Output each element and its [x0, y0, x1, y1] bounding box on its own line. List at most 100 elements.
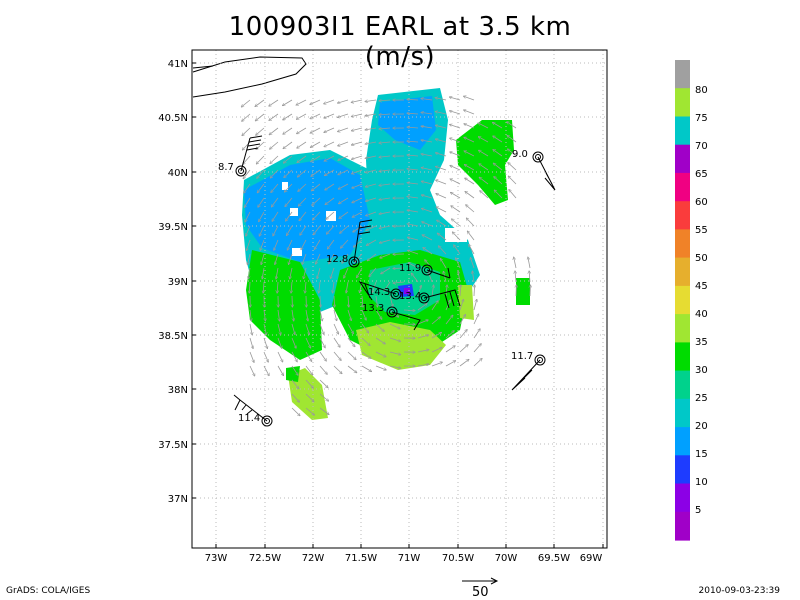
wind-vector	[375, 309, 382, 319]
wind-vector	[366, 239, 377, 245]
colorbar-label: 45	[695, 281, 708, 292]
wind-vector	[379, 184, 391, 186]
latitude-labels: 41N 40.5N 40N 39.5N 39N 38.5N 38N 37.5N …	[158, 59, 188, 505]
wind-vector	[249, 323, 252, 335]
lat-label: 40N	[168, 168, 188, 179]
colorbar-swatch	[675, 342, 690, 372]
colorbar-label: 35	[695, 337, 708, 348]
wind-vector	[365, 99, 377, 102]
wind-vector	[464, 110, 475, 115]
wind-vector	[333, 281, 335, 293]
wind-vector	[464, 165, 475, 171]
wind-vector	[319, 351, 326, 361]
wind-vector	[376, 295, 378, 307]
wind-vector	[347, 351, 356, 360]
colorbar-labels: 80 75 70 65 60 55 50 45 40 35 30 25 20 1…	[695, 85, 708, 516]
timestamp: 2010-09-03-23:39	[698, 586, 781, 596]
wind-vector	[464, 96, 475, 101]
wind-vector	[347, 323, 353, 334]
colorbar-swatch	[675, 229, 690, 259]
wind-vector	[514, 257, 517, 269]
wind-vector	[352, 211, 363, 217]
shade-lightgreen-south	[356, 322, 446, 370]
wind-vector	[319, 393, 329, 401]
wind-vector	[247, 239, 251, 250]
station-marker	[348, 256, 360, 268]
wind-vector	[407, 99, 419, 100]
wind-vector	[479, 150, 489, 157]
wind-vector	[473, 344, 481, 353]
wind-vector	[445, 331, 454, 339]
wind-vector	[454, 245, 461, 255]
wind-vector	[466, 205, 475, 213]
wind-vector	[407, 155, 419, 156]
wind-vector	[436, 194, 447, 199]
wind-vector	[445, 315, 453, 325]
wind-vector	[440, 259, 447, 269]
wind-vector	[407, 127, 419, 128]
wind-vector	[269, 127, 279, 135]
wind-vector	[320, 295, 321, 307]
station-marker	[418, 292, 430, 304]
wind-vector	[437, 220, 447, 227]
wind-vector	[310, 99, 321, 105]
wind-vector	[334, 295, 335, 307]
wind-vector	[365, 113, 377, 116]
wind-vector	[407, 237, 419, 241]
wind-vector	[338, 155, 349, 160]
wind-vector	[290, 267, 293, 279]
wind-vector	[259, 211, 265, 222]
wind-vector	[408, 263, 419, 269]
station-label: 9.0	[512, 149, 528, 160]
wind-vector	[379, 156, 391, 157]
wind-vector	[421, 140, 433, 143]
wind-vector	[261, 253, 265, 265]
wind-vector	[314, 239, 321, 249]
colorbar-swatch	[675, 398, 690, 428]
wind-vector	[493, 163, 503, 171]
wind-vector	[379, 225, 391, 228]
wind-vector	[439, 246, 447, 255]
wind-vector	[351, 113, 363, 117]
wind-vector	[460, 285, 461, 297]
wind-vector	[275, 253, 279, 265]
wind-vector	[351, 141, 363, 145]
wind-vector	[283, 127, 293, 134]
wind-vector	[436, 153, 447, 157]
station-label: 13.3	[362, 303, 384, 314]
wind-vector	[317, 267, 321, 279]
wind-vector	[305, 379, 313, 388]
wind-vector	[319, 323, 324, 334]
wind-vector	[305, 309, 308, 321]
wind-vector	[389, 351, 401, 355]
wind-vector	[246, 225, 251, 236]
colorbar-label: 25	[695, 393, 708, 404]
wind-vector	[494, 177, 503, 185]
wind-vector	[244, 183, 251, 193]
wind-vector	[277, 365, 284, 376]
wind-vector	[366, 197, 377, 201]
wind-vector	[473, 359, 482, 367]
lon-label: 70.5W	[442, 553, 474, 564]
wind-vector	[353, 225, 363, 232]
wind-vector	[298, 197, 307, 206]
wind-vectors	[241, 96, 530, 415]
lon-label: 71.5W	[345, 553, 377, 564]
wind-vector	[437, 233, 447, 241]
colorbar-label: 55	[695, 225, 708, 236]
shade-green-e	[516, 278, 530, 305]
wind-vector	[450, 125, 461, 129]
wind-vector	[274, 239, 279, 250]
wind-vector	[379, 170, 391, 171]
shade-blue-north	[378, 96, 436, 150]
wind-vector	[352, 169, 363, 174]
wind-vector	[325, 169, 335, 176]
wind-vector	[338, 127, 349, 132]
wind-vector	[473, 299, 477, 311]
wind-vector	[283, 99, 293, 106]
wind-vector	[470, 258, 475, 269]
wind-vector	[472, 271, 475, 283]
wind-vector	[417, 364, 429, 367]
wind-vector	[450, 138, 461, 143]
wind-vector	[351, 127, 363, 131]
